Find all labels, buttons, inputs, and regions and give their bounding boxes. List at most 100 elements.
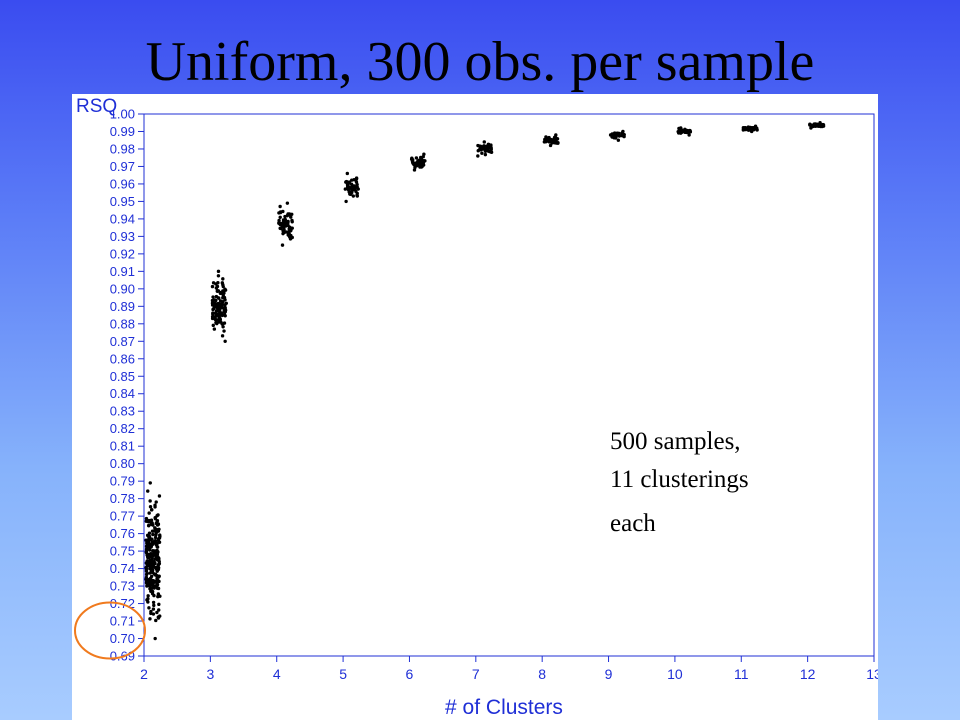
data-point [277, 218, 281, 223]
data-point [544, 136, 549, 140]
data-point [150, 555, 154, 560]
data-point [748, 128, 752, 132]
data-point [613, 136, 618, 140]
point-cluster-k3 [210, 269, 229, 343]
data-point [152, 529, 156, 533]
highlight-ellipse [74, 601, 146, 660]
data-point [290, 212, 294, 216]
data-point [155, 558, 160, 562]
data-point [155, 520, 159, 525]
data-point [155, 610, 159, 615]
point-cluster-k5 [343, 171, 360, 204]
data-point [158, 533, 162, 537]
data-point [148, 571, 152, 575]
data-point [409, 157, 414, 161]
data-point [145, 542, 150, 546]
data-point [355, 191, 359, 196]
data-point [216, 281, 220, 285]
data-point [148, 564, 152, 568]
data-point [222, 310, 227, 314]
data-point [148, 552, 152, 556]
data-point [210, 284, 215, 289]
data-point [547, 135, 551, 140]
data-point [154, 580, 159, 585]
data-point [214, 309, 219, 313]
data-point [144, 581, 149, 585]
data-point [343, 187, 348, 191]
data-point [419, 156, 424, 161]
data-point [144, 567, 149, 571]
data-point [150, 568, 155, 572]
data-point [281, 225, 286, 229]
data-point [352, 177, 356, 182]
data-point [281, 231, 285, 236]
data-point [219, 302, 223, 306]
y-tick-label: 0.76 [110, 526, 135, 541]
data-point [687, 128, 692, 133]
data-point [679, 128, 683, 133]
data-point [153, 526, 157, 530]
data-point [153, 636, 157, 641]
data-point [820, 122, 825, 127]
point-cluster-k7 [476, 140, 494, 158]
point-cluster-k6 [409, 152, 427, 172]
annotation-line-2: 11 clusterings [610, 466, 749, 493]
data-point [146, 555, 150, 560]
data-point [223, 303, 227, 308]
data-point [349, 192, 353, 196]
data-point [280, 243, 285, 247]
data-point [414, 156, 419, 160]
x-tick-label: 5 [339, 666, 347, 682]
y-tick-label: 0.88 [110, 316, 135, 331]
data-point [210, 303, 215, 307]
annotation: 500 samples, 11 clusterings each [610, 428, 749, 537]
data-point [548, 143, 553, 148]
data-point [148, 617, 152, 621]
data-point [289, 226, 293, 230]
data-point [151, 565, 155, 569]
data-point [153, 535, 158, 540]
y-tick-label: 0.84 [110, 386, 135, 401]
x-tick-label: 8 [538, 666, 546, 682]
data-point [552, 138, 556, 143]
data-point [617, 131, 621, 136]
data-point [617, 134, 622, 138]
data-point [286, 212, 290, 216]
data-point [614, 131, 619, 136]
data-point [157, 608, 161, 612]
data-point [223, 314, 227, 318]
data-point [154, 500, 158, 504]
data-point [155, 577, 159, 581]
data-point [278, 204, 282, 209]
data-point [754, 126, 759, 130]
y-tick-label: 0.77 [110, 509, 135, 524]
data-point [144, 572, 149, 577]
data-point [223, 339, 227, 343]
data-point [351, 194, 356, 198]
y-axis-label: RSQ [76, 96, 117, 117]
y-tick-label: 0.93 [110, 229, 135, 244]
data-point [549, 138, 553, 142]
data-point [222, 329, 226, 333]
data-point [221, 277, 225, 281]
data-point [212, 327, 217, 331]
data-point [218, 299, 223, 303]
data-point [216, 274, 221, 278]
data-point [220, 334, 225, 338]
data-point [622, 132, 626, 137]
data-point [412, 162, 416, 167]
point-cluster-k2 [144, 481, 162, 641]
data-point [157, 540, 162, 544]
annotation-line-3: each [610, 510, 656, 537]
data-point [483, 152, 488, 157]
data-point [489, 143, 493, 147]
data-point [147, 534, 152, 539]
y-tick-label: 0.81 [110, 439, 135, 454]
data-point [610, 135, 614, 139]
data-point [153, 503, 157, 507]
data-point [616, 138, 621, 142]
data-point [212, 298, 217, 302]
data-point [144, 519, 148, 523]
data-point [284, 221, 289, 225]
data-point [151, 607, 156, 611]
